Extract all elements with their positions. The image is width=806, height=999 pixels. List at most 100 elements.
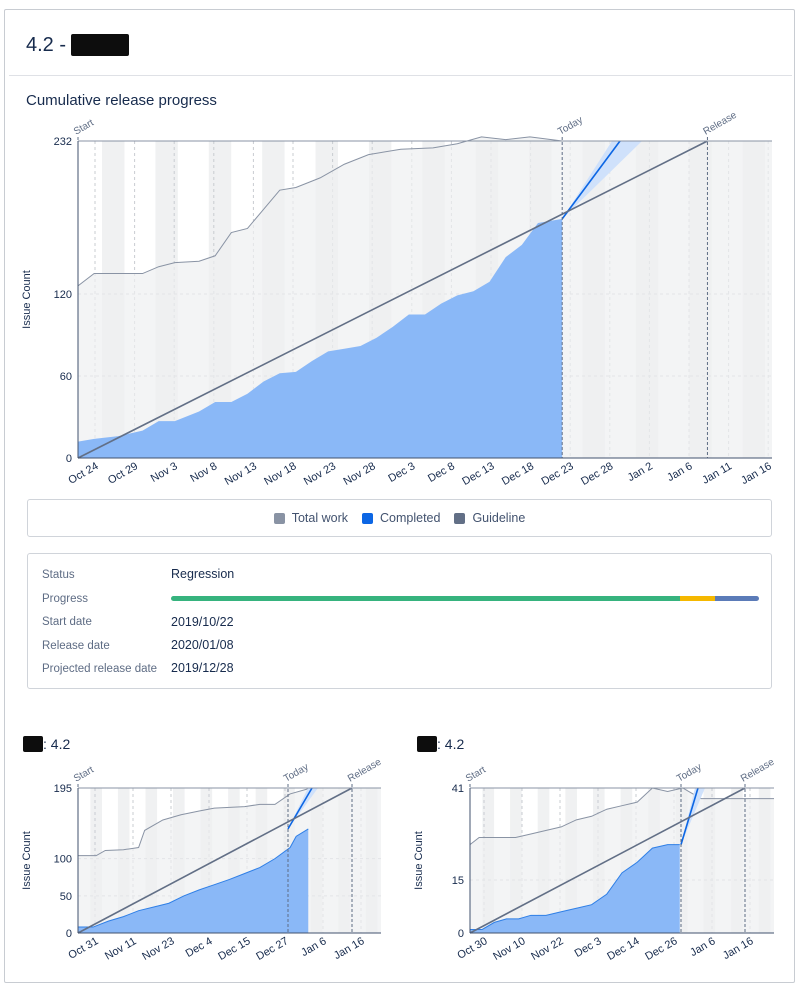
x-tick-label: Dec 26 (643, 935, 679, 963)
projection-line (680, 787, 699, 845)
legend-swatch-guideline (454, 512, 466, 524)
y-tick-label: 0 (458, 928, 464, 940)
completed-line (78, 828, 309, 928)
start-label: Start (72, 117, 96, 137)
progress-bar (171, 596, 759, 601)
projection-cone (681, 788, 705, 845)
y-tick-label: 50 (60, 891, 72, 903)
progress-label: Progress (42, 593, 89, 605)
guideline-line (469, 787, 746, 934)
x-tick-label: Jan 16 (721, 935, 756, 962)
y-tick-label: 232 (54, 136, 72, 148)
report-panel (4, 9, 795, 983)
y-axis-label: Issue Count (21, 270, 33, 329)
release-label: Release (701, 110, 739, 138)
release-label: Release (346, 760, 384, 785)
x-tick-label: Jan 11 (700, 460, 734, 487)
progress-segment-1 (680, 596, 715, 601)
x-tick-label: Dec 27 (254, 935, 290, 963)
title-divider (9, 75, 792, 76)
x-tick-label: Nov 11 (103, 935, 138, 962)
page-title-text: 4.2 - (26, 33, 67, 56)
legend-label: Total work (291, 511, 348, 525)
completed-area (78, 828, 309, 933)
start-date-value: 2019/10/22 (171, 615, 234, 629)
status-label: Status (42, 569, 75, 581)
x-tick-label: Nov 28 (342, 460, 378, 488)
x-tick-label: Nov 3 (149, 460, 180, 485)
legend-swatch-completed (362, 512, 373, 524)
x-tick-label: Nov 10 (491, 935, 527, 963)
total-work-line (77, 136, 772, 287)
start-label: Start (72, 764, 96, 784)
release-date-value: 2020/01/08 (171, 638, 234, 652)
sub-chart-title-2: : 4.2 (417, 736, 464, 752)
legend-label: Completed (380, 511, 441, 525)
guideline-line (77, 140, 708, 459)
x-tick-label: Jan 6 (665, 460, 694, 484)
x-tick-label: Dec 3 (386, 460, 417, 485)
x-tick-label: Nov 23 (302, 460, 338, 488)
x-tick-label: Nov 13 (223, 460, 259, 488)
x-tick-label: Jan 2 (626, 460, 655, 484)
release-details: Status Regression Progress Start date 20… (27, 553, 772, 689)
x-tick-label: Oct 29 (106, 460, 140, 487)
sub-chart-title-1: : 4.2 (23, 736, 70, 752)
y-tick-label: 41 (452, 783, 464, 795)
legend-item-guideline[interactable]: Guideline (454, 511, 525, 525)
y-tick-label: 15 (452, 875, 464, 887)
x-tick-label: Nov 8 (188, 460, 219, 485)
legend-swatch-total-work (273, 512, 285, 524)
legend-label: Guideline (472, 511, 526, 525)
y-axis-label: Issue Count (413, 831, 425, 890)
projected-release-value: 2019/12/28 (171, 661, 234, 675)
total-work-line (469, 787, 774, 845)
legend-item-completed[interactable]: Completed (362, 511, 440, 525)
section-title: Cumulative release progress (26, 92, 217, 109)
redacted-version-name (71, 34, 130, 56)
today-label: Today (282, 762, 311, 785)
x-tick-label: Dec 18 (500, 460, 536, 488)
x-tick-label: Dec 8 (426, 460, 457, 485)
guideline-line (77, 787, 353, 934)
total-work-line (78, 787, 381, 857)
x-tick-label: Dec 23 (540, 460, 576, 488)
release-label: Release (739, 760, 777, 785)
projection-line (561, 140, 621, 220)
y-tick-label: 60 (60, 371, 72, 383)
legend: Total work Completed Guideline (27, 499, 772, 537)
y-tick-label: 100 (54, 854, 72, 866)
x-tick-label: Dec 13 (460, 460, 496, 488)
start-label: Start (464, 764, 488, 784)
x-tick-label: Dec 3 (573, 935, 604, 960)
start-date-label: Start date (42, 616, 92, 628)
x-tick-label: Nov 22 (529, 935, 565, 963)
today-label: Today (675, 762, 704, 785)
completed-area (78, 218, 563, 458)
release-date-label: Release date (42, 640, 110, 652)
page-title: 4.2 - (26, 33, 130, 56)
x-tick-label: Jan 16 (332, 935, 367, 962)
x-tick-label: Dec 4 (184, 935, 215, 960)
y-axis-label: Issue Count (21, 831, 33, 890)
total-work-area (470, 788, 774, 933)
projected-release-label: Projected release date (42, 663, 158, 675)
x-tick-label: Dec 14 (605, 935, 641, 963)
sub-chart-title-text: : 4.2 (43, 736, 71, 752)
x-tick-label: Jan 16 (739, 460, 774, 487)
x-tick-label: Jan 6 (688, 935, 717, 959)
progress-segment-2 (714, 596, 759, 601)
y-tick-label: 120 (54, 289, 72, 301)
x-tick-label: Dec 28 (579, 460, 615, 488)
redacted-project-name (23, 736, 43, 752)
y-tick-label: 0 (66, 453, 72, 465)
y-tick-label: 195 (54, 783, 72, 795)
completed-line (470, 844, 680, 930)
total-work-area (78, 136, 772, 458)
legend-item-total-work[interactable]: Total work (273, 511, 348, 525)
status-value: Regression (171, 567, 235, 581)
sub-chart-title-text: : 4.2 (437, 736, 465, 752)
